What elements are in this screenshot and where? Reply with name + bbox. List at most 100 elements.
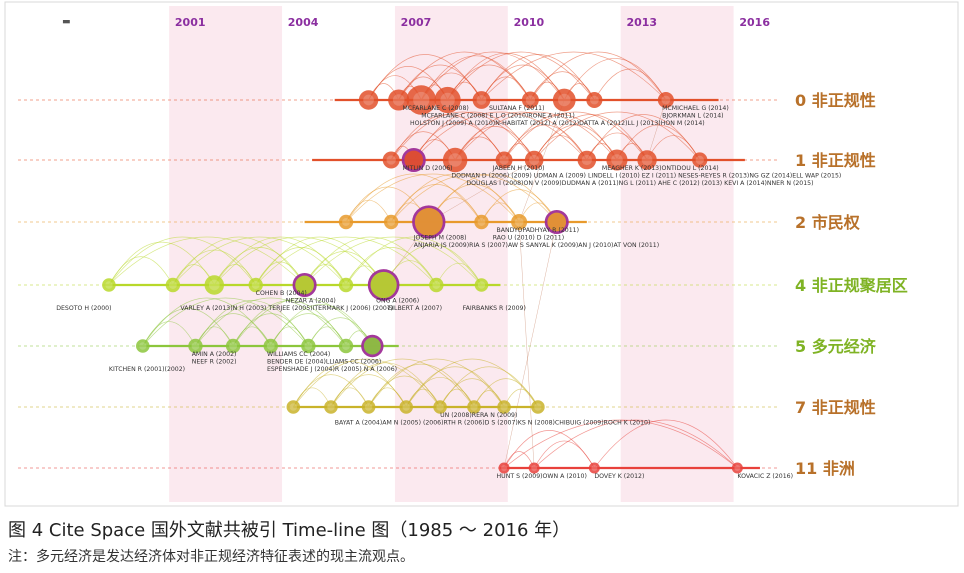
cross-cluster-link — [428, 159, 535, 223]
cluster-label: 11 非洲 — [795, 459, 855, 478]
co-citation-arc — [390, 173, 558, 223]
citation-node — [383, 214, 399, 230]
co-citation-arc — [390, 173, 520, 223]
citation-node — [472, 91, 491, 109]
co-citation-arc — [533, 440, 595, 469]
citation-node-core — [557, 93, 571, 107]
co-citation-arc — [530, 71, 595, 101]
citation-node — [204, 275, 225, 295]
citation-node-core — [611, 154, 623, 166]
co-citation-arc — [195, 297, 347, 347]
citation-node — [225, 338, 241, 354]
citation-node-core — [514, 217, 524, 227]
citation-node-core — [191, 342, 200, 350]
reference-label: HUNT S (2009)OWN A (2010) — [497, 473, 587, 480]
cluster-label: 4 非正规聚居区 — [795, 276, 908, 295]
reference-label: GILBERT A (2007) — [387, 305, 442, 312]
citation-node-core — [589, 95, 599, 105]
reference-label: UN (2008)RERA N (2009) — [440, 412, 517, 419]
co-citation-arc — [454, 111, 618, 161]
citation-nodes — [102, 85, 743, 474]
co-citation-arc — [304, 236, 482, 286]
citation-node — [165, 277, 181, 293]
citation-node-core — [500, 403, 508, 411]
citation-node-core — [392, 94, 405, 106]
citation-node-core — [139, 342, 147, 350]
year-label: 2004 — [288, 16, 319, 29]
citation-node — [414, 208, 443, 236]
citation-node-core — [168, 281, 177, 289]
citation-node-core — [432, 281, 441, 289]
reference-label: BJORKMAN L (2014) — [662, 113, 723, 120]
citation-node — [606, 149, 628, 171]
citation-node-core — [448, 153, 462, 167]
year-bands — [169, 6, 734, 502]
citation-node — [692, 152, 708, 168]
citation-node-core — [591, 464, 598, 472]
citation-node — [136, 339, 150, 353]
citation-node-core — [342, 342, 350, 350]
citation-node-core — [695, 155, 704, 165]
legend-mark: ▬ — [62, 17, 71, 27]
citation-node-core — [402, 403, 410, 411]
co-citation-arc — [142, 297, 272, 347]
citation-node — [429, 277, 444, 293]
citation-node-core — [364, 403, 373, 411]
year-band — [620, 6, 734, 502]
citation-node-core — [499, 155, 509, 165]
citation-node-core — [440, 92, 455, 108]
co-citation-arc — [108, 241, 215, 286]
citation-arcs — [108, 51, 738, 469]
citation-node-core — [525, 95, 536, 105]
reference-label: HOLSTON J (2009) A (2010)N-HABITAT (2012… — [410, 120, 705, 127]
cross-cluster-link — [503, 221, 557, 469]
co-citation-arc — [436, 263, 482, 286]
citation-node-core — [413, 91, 430, 109]
citation-node — [404, 150, 424, 170]
citation-node-core — [661, 95, 671, 105]
citation-node — [474, 214, 489, 230]
year-axis: 2001 2004 2007 2010 2013 2016 — [175, 16, 770, 29]
reference-labels: MCFARLANE C (2008) SULTANA F (2011) MCMICH… — [56, 105, 841, 480]
reference-label: FAIRBANKS R (2009) — [463, 305, 526, 312]
year-label: 2013 — [626, 16, 657, 29]
citation-node — [382, 151, 400, 169]
citation-node-core — [529, 154, 540, 166]
reference-label: AMIN A (2002) — [192, 351, 237, 358]
reference-label: MITLIN D (2006) — [402, 165, 452, 172]
reference-label: KITCHEN R (2001)(2002) — [109, 366, 185, 373]
citation-node — [361, 400, 376, 414]
citation-node — [324, 400, 338, 414]
citation-node — [524, 150, 544, 170]
reference-label: JABEEN H (2010) — [492, 165, 545, 172]
citation-node — [263, 338, 278, 354]
citation-node — [467, 400, 481, 414]
citation-node — [657, 91, 674, 109]
co-citation-arc — [214, 236, 347, 286]
citation-node — [188, 338, 203, 354]
reference-label: MCFARLANE C (2008) E L O (2010)RONE A (2… — [421, 113, 575, 120]
reference-label: DOUGLAS I (2008)ON V (2009)DUDMAN A (201… — [466, 180, 813, 187]
citation-node — [338, 338, 354, 354]
citation-node — [497, 400, 511, 414]
reference-label: NEZAR A (2004) — [286, 298, 336, 305]
citation-node — [511, 213, 528, 231]
co-citation-arc — [108, 236, 305, 286]
citation-node-core — [734, 464, 741, 472]
citation-node — [521, 91, 539, 109]
co-citation-arc — [390, 111, 535, 161]
citation-node — [248, 277, 263, 293]
co-citation-arc — [232, 297, 373, 347]
reference-label: MEAGHER K (2013)ONTIDOU L (2014) — [602, 165, 719, 172]
year-label: 2001 — [175, 16, 206, 29]
reference-label: SULTANA F (2011) — [489, 105, 545, 112]
citation-node-core — [342, 218, 350, 226]
citation-node-core — [477, 281, 486, 289]
citation-node-core — [105, 281, 113, 289]
timeline-figure: MCFARLANE C (2008) SULTANA F (2011) MCMICH… — [4, 1, 959, 507]
reference-label: VARLEY A (2013)N H (2003) TERJEE (2005)I… — [180, 305, 393, 312]
citation-node-core — [363, 94, 374, 106]
citation-node — [338, 277, 354, 293]
citation-node — [433, 400, 447, 414]
citation-node — [586, 91, 603, 109]
